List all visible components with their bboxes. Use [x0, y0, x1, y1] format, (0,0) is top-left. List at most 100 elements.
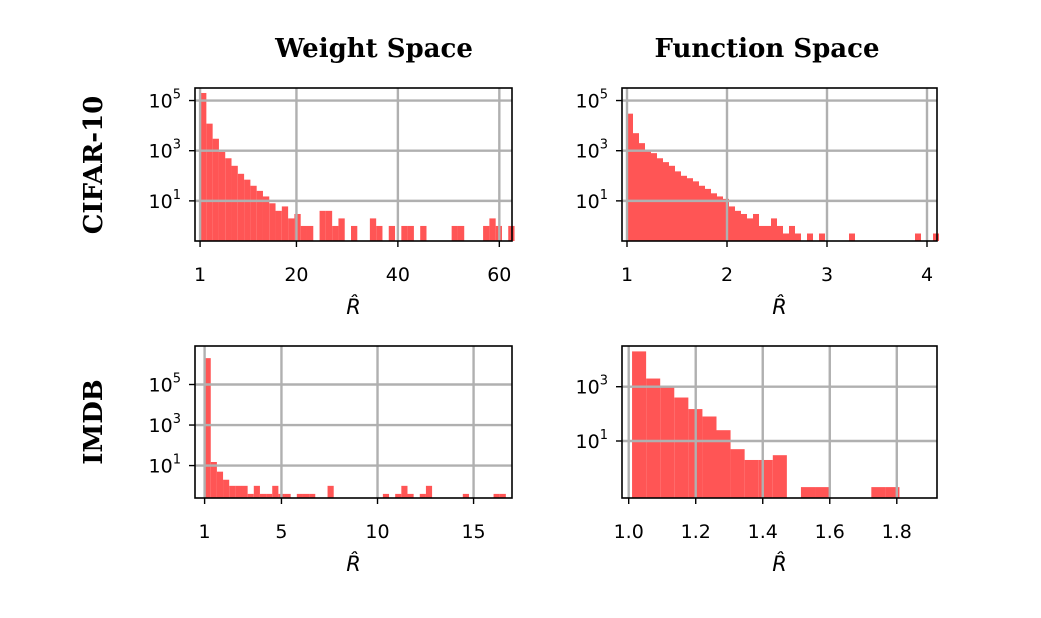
histogram-bar: [327, 485, 334, 498]
histogram-bar: [256, 190, 263, 241]
histogram-bar: [382, 493, 390, 498]
histogram-bar: [241, 485, 248, 498]
histogram-bar: [288, 218, 295, 241]
histogram-bar: [758, 459, 773, 498]
histogram-bar: [646, 378, 661, 498]
histogram-bar: [462, 493, 469, 498]
x-tick-label: 3: [821, 264, 833, 286]
histogram-bar: [401, 485, 408, 498]
row-title-cifar10: CIFAR-10: [79, 96, 109, 235]
histogram-bar: [451, 225, 458, 241]
histogram-bar: [807, 233, 813, 241]
histogram-bar: [771, 218, 777, 241]
histogram-bar: [250, 185, 257, 241]
histogram-bar: [281, 206, 289, 241]
histogram-bar: [849, 233, 855, 241]
histogram-bar: [388, 225, 396, 241]
histogram-bar: [212, 138, 219, 241]
x-tick-label: 4: [921, 264, 933, 286]
histogram-bar: [871, 487, 886, 498]
histogram-bar: [716, 430, 731, 498]
histogram-bar: [669, 165, 675, 241]
x-tick-label: 1.2: [681, 521, 711, 543]
histogram-bar: [765, 225, 771, 241]
axes-frame: [621, 87, 938, 242]
histogram-bar: [200, 92, 207, 242]
y-tick-label: 103: [576, 138, 608, 163]
histogram-bar: [204, 358, 211, 498]
histogram-bar: [627, 113, 633, 241]
histogram-bar: [729, 206, 735, 241]
histogram-bar: [674, 397, 689, 498]
histogram-bar: [675, 171, 681, 241]
histogram-bar: [262, 196, 270, 241]
histogram-bar: [407, 225, 414, 241]
histogram-bar: [376, 225, 383, 241]
histogram-bar: [735, 210, 741, 241]
histogram-bar: [717, 196, 723, 241]
y-tick-label: 101: [149, 453, 181, 478]
x-axis-label: R̂: [346, 551, 361, 576]
histogram-bar: [275, 210, 282, 241]
histogram-bar: [407, 493, 414, 498]
histogram-bar: [259, 493, 267, 498]
histogram-bar: [711, 193, 717, 241]
histogram-bar: [302, 493, 310, 498]
panel-3: 1.0 1.2 1.4 1.6 1.8 101 103 R̂: [576, 345, 938, 576]
histogram-bar: [693, 181, 699, 241]
panel-0: 1 20 40 60 101 103 105 R̂: [149, 87, 515, 319]
histogram-bar: [269, 203, 276, 241]
histogram-bar: [218, 151, 226, 241]
x-tick-label: 1: [621, 264, 633, 286]
histogram-bar: [457, 225, 465, 241]
histogram-bar: [699, 185, 705, 241]
x-tick-label: 5: [275, 521, 287, 543]
histogram-bar: [306, 225, 314, 241]
x-axis-label: R̂: [772, 551, 787, 576]
histogram-bar: [702, 416, 717, 498]
x-tick-label: 40: [386, 264, 410, 286]
histogram-bar: [309, 493, 316, 498]
histogram-bar: [231, 165, 238, 241]
x-tick-label: 60: [487, 264, 511, 286]
histogram-bar: [420, 225, 427, 241]
y-tick-label: 101: [149, 188, 181, 213]
histogram-bar: [772, 455, 787, 498]
axes-frame: [194, 345, 513, 499]
x-tick-label: 1: [199, 521, 211, 543]
histogram-bar: [300, 225, 307, 241]
histogram-bar: [247, 493, 254, 498]
histogram-bar: [272, 485, 279, 498]
x-tick-label: 2: [721, 264, 733, 286]
histogram-bar: [253, 485, 260, 498]
x-axis-label: R̂: [346, 294, 361, 319]
histogram-bar: [753, 213, 759, 241]
histogram-bar: [660, 386, 675, 498]
y-tick-label: 103: [576, 374, 608, 399]
y-tick-label: 103: [149, 412, 181, 437]
panel-1: 1 2 3 4 101 103 105 R̂: [576, 87, 939, 319]
x-tick-label: 1.4: [748, 521, 778, 543]
histogram-bar: [332, 225, 339, 241]
histogram-bar: [395, 493, 402, 498]
histogram-bar: [915, 233, 921, 241]
histogram-bar: [229, 485, 236, 498]
histogram-bar: [425, 485, 433, 498]
histogram-bar: [783, 233, 789, 241]
axes-frame: [621, 345, 938, 499]
col-title-weight-space: Weight Space: [274, 34, 473, 64]
histogram-bar: [705, 188, 711, 241]
histogram-bar: [235, 485, 242, 498]
x-tick-label: 15: [461, 521, 485, 543]
histogram-bar: [795, 233, 801, 241]
histogram-bar: [759, 225, 765, 241]
histogram-bar: [284, 493, 291, 498]
histogram-bar: [319, 210, 326, 241]
y-tick-label: 105: [149, 88, 181, 113]
histogram-bar: [633, 133, 639, 241]
histogram-bar: [744, 459, 759, 498]
x-axis-label: R̂: [772, 294, 787, 319]
y-tick-label: 105: [149, 372, 181, 397]
